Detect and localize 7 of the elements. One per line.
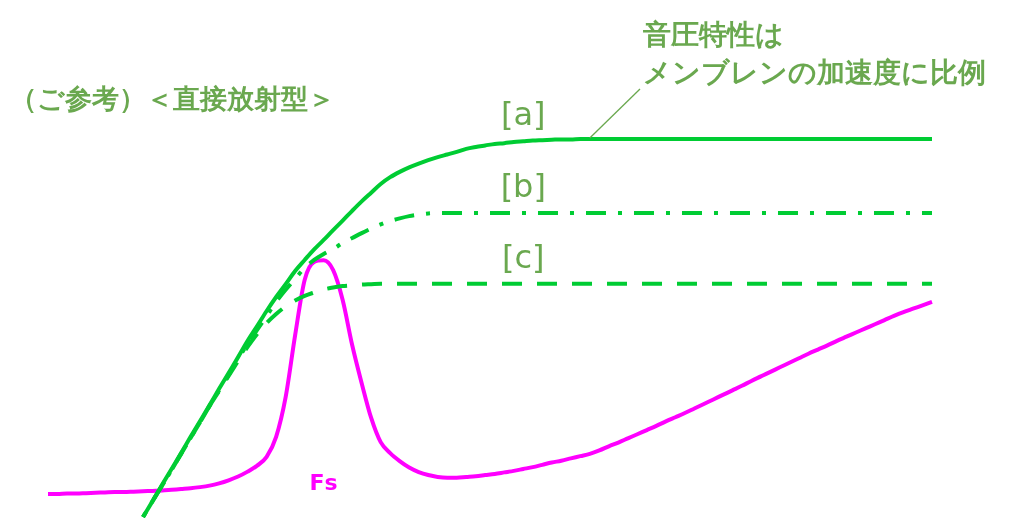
chart-title: （ご参考）＜直接放射型＞ bbox=[10, 83, 335, 115]
text: メンブレンの加速度に比例 bbox=[643, 56, 986, 90]
series-label: [b] bbox=[500, 167, 546, 206]
text: 音圧特性は bbox=[642, 18, 784, 52]
series-label: [a] bbox=[500, 95, 546, 134]
series-label: [c] bbox=[501, 237, 545, 276]
series-label: Fs bbox=[309, 469, 338, 495]
